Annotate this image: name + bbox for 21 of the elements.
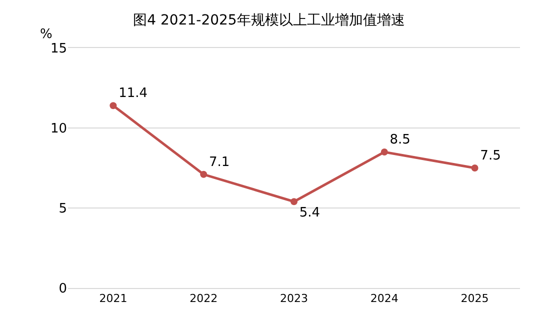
point [471,164,478,172]
y-axis-title: % [40,27,52,42]
y-tick-label: 0 [58,282,67,297]
data-label: 7.5 [480,148,501,164]
data-label: 8.5 [390,132,410,148]
x-tick-label: 2024 [370,292,398,306]
chart-title: 图4 2021-2025年规模以上工业增加值增速 [133,12,405,28]
x-tick-label: 2023 [280,292,308,306]
data-label: 11.4 [118,86,148,101]
data-label: 7.1 [208,154,230,170]
x-tick-label: 2021 [99,292,128,306]
point [200,170,208,178]
point [380,148,388,156]
x-tick-label: 2025 [460,292,489,306]
point [290,198,298,206]
y-tick-label: 15 [50,42,67,57]
data-label: 5.4 [299,206,320,221]
x-tick-label: 2022 [190,292,218,306]
point [110,102,117,110]
y-tick-label: 5 [58,202,67,217]
y-tick-label: 10 [50,122,67,137]
